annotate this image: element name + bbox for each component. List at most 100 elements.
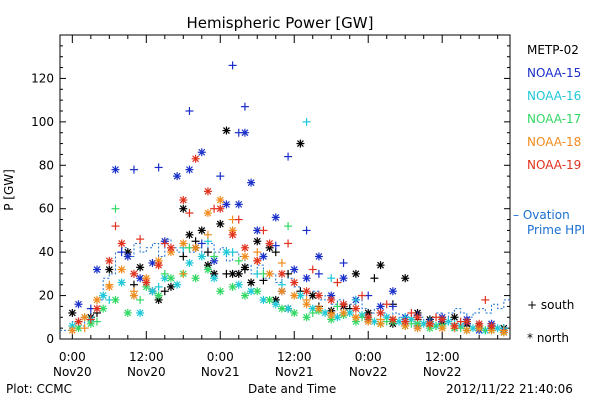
north-point	[327, 295, 336, 304]
north-point	[68, 308, 77, 317]
south-point	[308, 308, 317, 317]
north-point	[302, 274, 311, 283]
north-point	[228, 230, 237, 239]
north-point	[314, 304, 323, 313]
south-point	[370, 274, 379, 283]
north-point	[370, 317, 379, 326]
y-tick-label: 0	[46, 332, 54, 346]
north-point	[185, 165, 194, 174]
north-point	[271, 300, 280, 309]
north-point	[247, 178, 256, 187]
north-point	[401, 274, 410, 283]
south-point	[277, 259, 286, 267]
south-point	[197, 239, 206, 248]
south-point	[136, 235, 145, 244]
x-tick-label-time: 12:00	[129, 350, 164, 364]
south-point	[271, 241, 280, 250]
north-point	[240, 243, 249, 252]
south-point	[234, 215, 243, 224]
north-point	[210, 274, 219, 283]
north-point	[253, 237, 262, 246]
south-point	[382, 300, 391, 309]
north-point	[253, 256, 262, 265]
north-point	[136, 274, 145, 283]
north-point	[277, 304, 286, 313]
north-point	[142, 278, 151, 287]
north-point	[438, 324, 447, 333]
south-point	[228, 61, 237, 70]
south-point	[92, 317, 101, 326]
x-tick-label-time: 0:00	[355, 350, 382, 364]
north-point	[401, 317, 410, 326]
north-point	[179, 196, 188, 205]
x-axis-label: Date and Time	[248, 382, 337, 396]
north-point	[462, 326, 471, 335]
north-point	[136, 308, 145, 317]
north-point	[197, 252, 206, 261]
north-point	[234, 200, 243, 209]
south-marker-legend: + south	[527, 298, 575, 312]
south-point	[129, 165, 138, 174]
y-axis: 0 20 40 60 80 100 120	[31, 45, 510, 346]
legend-ovation: – Ovation Prime HPI	[513, 208, 585, 238]
north-point	[240, 263, 249, 272]
south-point	[185, 209, 194, 218]
north-point	[74, 300, 83, 309]
y-tick-label: 100	[31, 115, 54, 129]
north-point	[166, 243, 175, 252]
north-point	[111, 165, 120, 174]
north-point	[123, 252, 132, 261]
ovation-label-line2: Prime HPI	[527, 223, 585, 237]
north-point	[351, 304, 360, 313]
north-point	[92, 265, 101, 274]
legend-item-noaa19: NOAA-19	[527, 158, 582, 172]
north-point	[191, 243, 200, 252]
north-point	[117, 239, 126, 248]
south-point	[259, 226, 268, 235]
north-point	[438, 315, 447, 324]
north-point	[265, 239, 274, 248]
south-point	[86, 315, 95, 324]
north-point	[314, 252, 323, 261]
north-point	[117, 278, 126, 287]
south-point	[216, 172, 225, 181]
plot-credit: Plot: CCMC	[6, 382, 72, 396]
north-point	[253, 287, 262, 296]
south-point	[234, 256, 243, 265]
north-point	[302, 300, 311, 309]
north-point	[203, 265, 212, 274]
north-point	[277, 269, 286, 278]
south-point	[253, 248, 262, 257]
south-point	[160, 269, 169, 278]
north-point	[191, 274, 200, 283]
north-point	[129, 291, 138, 300]
north-point	[339, 300, 348, 309]
south-point	[240, 102, 249, 111]
x-tick-label-time: 12:00	[277, 350, 312, 364]
north-point	[333, 313, 342, 322]
north-point	[234, 280, 243, 289]
north-point	[148, 287, 157, 296]
north-point	[321, 308, 330, 317]
south-point	[351, 295, 360, 304]
north-point	[222, 126, 231, 135]
south-point	[302, 117, 311, 126]
south-point	[388, 302, 397, 311]
north-point	[74, 317, 83, 326]
north-point	[105, 256, 114, 265]
south-point	[481, 295, 490, 304]
south-point	[203, 230, 212, 239]
south-point	[136, 295, 145, 304]
y-tick-label: 40	[39, 245, 54, 259]
north-point	[185, 230, 194, 239]
legend: METP-02 NOAA-15 NOAA-16 NOAA-17 NOAA-18 …	[527, 43, 581, 181]
north-point	[339, 308, 348, 317]
south-point	[160, 239, 169, 248]
north-point	[234, 269, 243, 278]
south-point	[185, 107, 194, 115]
north-point	[154, 291, 163, 300]
north-point	[92, 304, 101, 313]
south-point	[111, 204, 120, 213]
north-point	[92, 295, 101, 304]
north-point	[277, 287, 286, 296]
